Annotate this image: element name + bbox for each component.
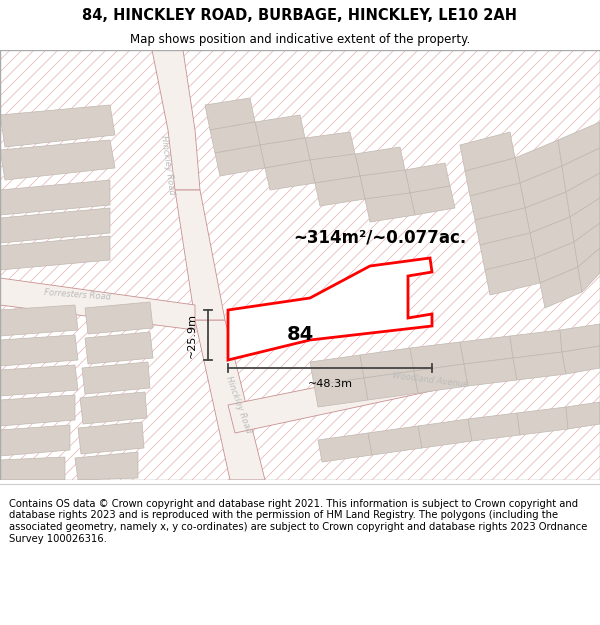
- Polygon shape: [78, 422, 144, 454]
- Polygon shape: [0, 140, 115, 180]
- Polygon shape: [260, 138, 310, 168]
- Polygon shape: [520, 166, 566, 208]
- Polygon shape: [460, 132, 515, 171]
- Polygon shape: [228, 258, 432, 360]
- Polygon shape: [566, 173, 600, 217]
- Polygon shape: [365, 193, 415, 222]
- Text: ~48.3m: ~48.3m: [308, 379, 353, 389]
- Polygon shape: [360, 348, 414, 378]
- Polygon shape: [82, 362, 150, 394]
- Polygon shape: [470, 183, 525, 220]
- Polygon shape: [75, 452, 138, 480]
- Text: 84: 84: [286, 326, 314, 344]
- Polygon shape: [0, 180, 110, 215]
- Polygon shape: [480, 233, 535, 270]
- Polygon shape: [364, 371, 418, 400]
- Polygon shape: [318, 433, 372, 462]
- Text: ~314m²/~0.077ac.: ~314m²/~0.077ac.: [293, 229, 467, 247]
- Polygon shape: [85, 332, 153, 364]
- Polygon shape: [355, 147, 405, 176]
- Polygon shape: [562, 346, 600, 374]
- Polygon shape: [315, 176, 365, 206]
- Polygon shape: [310, 355, 364, 385]
- Polygon shape: [0, 395, 75, 426]
- Polygon shape: [255, 115, 305, 145]
- Polygon shape: [410, 186, 455, 215]
- Polygon shape: [578, 248, 600, 292]
- Text: ~25.9m: ~25.9m: [187, 312, 197, 358]
- Polygon shape: [460, 336, 513, 364]
- Polygon shape: [0, 305, 78, 336]
- Polygon shape: [464, 358, 517, 386]
- Polygon shape: [0, 335, 78, 366]
- Text: Contains OS data © Crown copyright and database right 2021. This information is : Contains OS data © Crown copyright and d…: [9, 499, 587, 544]
- Polygon shape: [80, 392, 147, 424]
- Polygon shape: [530, 217, 574, 258]
- Polygon shape: [562, 148, 600, 192]
- Polygon shape: [360, 170, 410, 199]
- Polygon shape: [310, 154, 360, 183]
- Polygon shape: [205, 98, 255, 130]
- Polygon shape: [0, 278, 195, 330]
- Polygon shape: [574, 223, 600, 267]
- Polygon shape: [515, 140, 562, 183]
- Polygon shape: [566, 402, 600, 429]
- Polygon shape: [485, 258, 540, 295]
- Polygon shape: [468, 413, 520, 441]
- Polygon shape: [475, 208, 530, 245]
- Polygon shape: [510, 330, 562, 358]
- Text: Map shows position and indicative extent of the property.: Map shows position and indicative extent…: [130, 32, 470, 46]
- Polygon shape: [0, 457, 65, 480]
- Polygon shape: [570, 198, 600, 242]
- Polygon shape: [85, 302, 153, 334]
- Polygon shape: [540, 267, 582, 308]
- Polygon shape: [517, 407, 568, 435]
- Polygon shape: [210, 122, 260, 153]
- Polygon shape: [465, 158, 520, 196]
- Polygon shape: [535, 242, 578, 283]
- Polygon shape: [0, 236, 110, 270]
- Polygon shape: [0, 425, 70, 456]
- Polygon shape: [418, 419, 472, 448]
- Polygon shape: [195, 320, 265, 480]
- Polygon shape: [410, 342, 464, 371]
- Polygon shape: [558, 122, 600, 166]
- Polygon shape: [152, 50, 200, 190]
- Polygon shape: [314, 378, 368, 407]
- Text: Hinckley Road: Hinckley Road: [224, 375, 253, 435]
- Text: Forresters Road: Forresters Road: [44, 288, 112, 302]
- Polygon shape: [175, 190, 225, 320]
- Polygon shape: [265, 160, 315, 190]
- Polygon shape: [0, 365, 78, 396]
- Text: 84, HINCKLEY ROAD, BURBAGE, HINCKLEY, LE10 2AH: 84, HINCKLEY ROAD, BURBAGE, HINCKLEY, LE…: [83, 8, 517, 22]
- Polygon shape: [513, 352, 566, 380]
- Polygon shape: [525, 192, 570, 233]
- Polygon shape: [305, 132, 355, 160]
- Polygon shape: [414, 364, 468, 393]
- Polygon shape: [0, 105, 115, 147]
- Polygon shape: [405, 163, 450, 193]
- Text: Hinckley Road: Hinckley Road: [160, 134, 176, 196]
- Polygon shape: [560, 324, 600, 352]
- Text: Woodland Avenue: Woodland Avenue: [392, 371, 469, 389]
- Polygon shape: [215, 145, 265, 176]
- Polygon shape: [368, 426, 422, 455]
- Polygon shape: [228, 330, 600, 433]
- Polygon shape: [0, 208, 110, 243]
